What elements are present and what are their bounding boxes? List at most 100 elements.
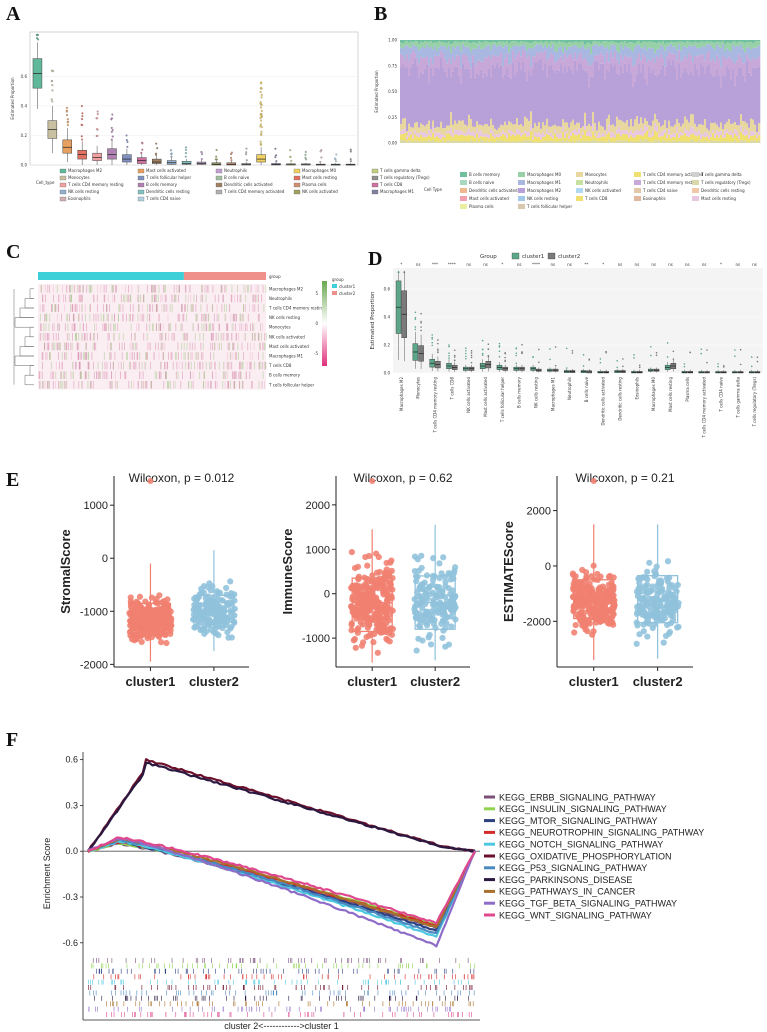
outlier-point [470, 350, 473, 352]
stacked-bar-segment [696, 126, 699, 133]
heatmap-cell [60, 381, 62, 389]
stacked-bar-segment [604, 62, 607, 79]
heatmap-cell [210, 323, 211, 331]
outlier-point [453, 356, 456, 358]
stacked-bar-segment [476, 128, 479, 134]
stacked-bar-segment [602, 141, 605, 143]
stacked-bar-segment [530, 43, 533, 49]
stacked-bar-segment [658, 73, 661, 123]
outlier-point [65, 109, 68, 112]
heatmap-cell [181, 342, 182, 351]
jitter-point [348, 548, 355, 556]
heatmap-cell [249, 304, 250, 312]
heatmap-cell [78, 381, 80, 389]
stacked-bar-segment [550, 41, 553, 48]
stacked-bar-segment [640, 60, 643, 73]
jitter-point [387, 559, 394, 566]
stacked-bar-segment [568, 47, 571, 55]
jitter-point [227, 578, 234, 585]
stacked-bar-segment [466, 140, 469, 143]
jitter-point [447, 576, 454, 583]
stacked-bar-segment [544, 140, 547, 143]
heatmap-cell [234, 371, 236, 379]
stacked-bar-segment [432, 139, 435, 143]
stacked-bar-segment [576, 70, 579, 123]
stacked-bar-segment [734, 41, 737, 47]
legend-swatch [576, 172, 583, 177]
y-tick-label: 0.50 [388, 89, 397, 94]
stacked-bar-segment [500, 135, 503, 141]
heatmap-cell [210, 361, 212, 370]
stacked-bar-segment [714, 42, 717, 50]
legend-label: T cells follicular helper [145, 175, 191, 180]
heatmap-cell [240, 371, 242, 379]
stacked-bar-segment [602, 55, 605, 64]
jitter-point [606, 572, 614, 580]
outlier-point [622, 365, 624, 368]
legend-label: Macrophages M0 [527, 172, 561, 177]
significance-label: ns [618, 262, 623, 267]
heatmap-cell [161, 342, 163, 351]
outlier-point [184, 152, 187, 155]
heatmap-row-label: Macrophages M2 [269, 286, 303, 291]
stacked-bar-segment [582, 41, 585, 46]
stacked-bar-segment [592, 77, 595, 113]
stacked-bar-segment [590, 133, 593, 138]
heatmap-cell [205, 381, 207, 389]
heatmap-cell [47, 342, 49, 351]
stacked-bar-segment [604, 78, 607, 131]
stacked-bar-segment [590, 65, 593, 77]
dendrogram-branch [29, 365, 34, 376]
stacked-bar-segment [546, 128, 549, 134]
stacked-bar-segment [488, 126, 491, 135]
stacked-bar-segment [410, 41, 413, 48]
heatmap-cell [111, 285, 113, 293]
outlier-point [259, 91, 262, 94]
heatmap-cell [78, 294, 80, 303]
jitter-point [201, 630, 208, 637]
stacked-bar-segment [450, 63, 453, 78]
stacked-bar-segment [484, 40, 487, 42]
heatmap-cell [257, 294, 259, 303]
heatmap-cell [110, 352, 112, 360]
stacked-bar-segment [592, 124, 595, 132]
stacked-bar-segment [618, 40, 621, 44]
stacked-bar-segment [598, 54, 601, 71]
stacked-bar-segment [726, 121, 729, 130]
stacked-bar-segment [654, 74, 657, 114]
outlier-point [588, 358, 591, 361]
stacked-bar-segment [748, 72, 751, 128]
heatmap-cell [133, 342, 135, 351]
heatmap-cell [155, 294, 157, 303]
heatmap-cell [167, 381, 168, 389]
stacked-bar-segment [602, 126, 605, 133]
heatmap-cell [232, 371, 233, 379]
stacked-bar-segment [460, 120, 463, 131]
significance-label: * [400, 262, 402, 267]
stacked-bar-segment [584, 70, 587, 113]
stacked-bar-segment [694, 123, 697, 131]
panel-label-e: E [6, 469, 19, 491]
outlier-point [571, 349, 574, 352]
stacked-bar-segment [540, 40, 543, 41]
heatmap-cell [47, 285, 49, 293]
jitter-point [224, 600, 231, 607]
heatmap-cell [97, 361, 99, 370]
stacked-bar-segment [688, 45, 691, 54]
stacked-bar-segment [418, 40, 421, 44]
y-axis-title: Estimated Proportion [370, 291, 376, 349]
legend-swatch [634, 196, 641, 201]
heatmap-cell [107, 294, 109, 303]
stacked-bar-segment [678, 41, 681, 45]
significance-label: ns [466, 262, 471, 267]
stacked-bar-segment [686, 72, 689, 120]
stacked-bar-segment [534, 56, 537, 62]
stacked-bar-segment [598, 131, 601, 138]
stacked-bar-segment [710, 45, 713, 62]
heatmap-cell [170, 381, 171, 389]
stacked-bar-segment [578, 128, 581, 135]
legend-swatch [460, 204, 467, 209]
heatmap-cell [258, 361, 260, 370]
stacked-bar-segment [446, 125, 449, 132]
jitter-point [644, 633, 651, 640]
